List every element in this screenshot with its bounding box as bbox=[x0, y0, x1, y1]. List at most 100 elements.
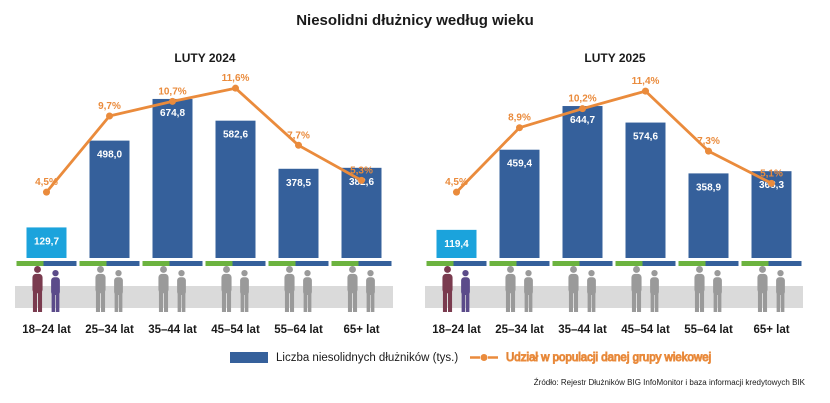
floor-2025-3 bbox=[551, 286, 614, 308]
line-label-2025-3: 10,2% bbox=[568, 94, 596, 105]
floor-2024-1 bbox=[15, 286, 78, 308]
person-b-2024-6 bbox=[366, 270, 375, 312]
person-a-2025-5-torso bbox=[694, 273, 705, 294]
person-a-2024-2-head bbox=[97, 266, 104, 273]
person-b-2025-6-head bbox=[777, 270, 784, 277]
person-a-2025-1 bbox=[442, 266, 453, 312]
person-a-2025-2-torso bbox=[505, 273, 516, 294]
panel-2024: LUTY 2024 129,7 18–24 lat 498,0 25–34 lat 67… bbox=[15, 51, 393, 336]
stripe-blue-2024-4 bbox=[232, 261, 266, 266]
person-b-2025-2-head bbox=[525, 270, 532, 277]
person-a-2025-3-torso bbox=[568, 273, 579, 294]
person-b-2025-1-head bbox=[462, 270, 469, 277]
stripe-blue-2025-3 bbox=[579, 261, 613, 266]
bar-label-2025-1: 119,4 bbox=[444, 239, 469, 250]
floor-2025-2 bbox=[488, 286, 551, 308]
person-b-2025-6-leg-left bbox=[776, 293, 781, 312]
person-b-2024-1-leg-left bbox=[51, 293, 56, 312]
person-a-2024-4-torso bbox=[221, 273, 232, 294]
person-b-2025-4-torso bbox=[650, 277, 659, 295]
person-b-2024-4-leg-left bbox=[240, 293, 245, 312]
line-label-2024-6: 5,3% bbox=[350, 165, 373, 176]
person-b-2024-4-leg-right bbox=[244, 293, 249, 312]
person-b-2025-4-head bbox=[651, 270, 658, 277]
person-b-2025-6-leg-right bbox=[780, 293, 785, 312]
legend: Liczba niesolidnych dłużników (tys.) Udz… bbox=[230, 352, 712, 365]
person-b-2025-4-leg-left bbox=[650, 293, 655, 312]
person-a-2024-3-leg-right bbox=[164, 291, 169, 312]
person-a-2024-1 bbox=[32, 266, 43, 312]
person-b-2025-5-torso bbox=[713, 277, 722, 295]
floor-2024-2 bbox=[78, 286, 141, 308]
bar-2025-2 bbox=[499, 149, 540, 258]
bar-label-2024-5: 378,5 bbox=[286, 178, 311, 189]
person-b-2025-6-torso bbox=[776, 277, 785, 295]
person-b-2024-3 bbox=[177, 270, 186, 312]
person-a-2025-1-head bbox=[444, 266, 451, 273]
source-note: Źródło: Rejestr Dłużników BIG InfoMonito… bbox=[534, 378, 806, 387]
bar-label-2024-4: 582,6 bbox=[223, 130, 248, 141]
person-b-2024-1-leg-right bbox=[55, 293, 60, 312]
person-a-2025-6-head bbox=[759, 266, 766, 273]
person-a-2025-6 bbox=[757, 266, 768, 312]
person-b-2025-4 bbox=[650, 270, 659, 312]
person-a-2025-6-torso bbox=[757, 273, 768, 294]
chart-title: Niesolidni dłużnicy według wieku bbox=[296, 12, 534, 29]
floor-2025-1 bbox=[425, 286, 488, 308]
person-a-2025-1-leg-left bbox=[442, 291, 447, 312]
bar-2025-4 bbox=[625, 122, 666, 259]
person-a-2025-5-leg-right bbox=[700, 291, 705, 312]
line-label-2025-1: 4,5% bbox=[445, 177, 468, 188]
category-label-2025-6: 65+ lat bbox=[753, 324, 789, 336]
person-a-2024-3 bbox=[158, 266, 169, 312]
line-point-2025-2 bbox=[516, 124, 523, 132]
bar-label-2024-3: 674,8 bbox=[160, 108, 185, 119]
line-point-2025-3 bbox=[579, 105, 586, 113]
person-b-2024-1-head bbox=[52, 270, 59, 277]
stripe-blue-2024-5 bbox=[295, 261, 329, 266]
person-b-2024-6-head bbox=[367, 270, 374, 277]
stripe-blue-2025-2 bbox=[516, 261, 550, 266]
person-b-2024-2-torso bbox=[114, 277, 123, 295]
bar-label-2024-2: 498,0 bbox=[97, 150, 122, 161]
legend-line-label: Udział w populacji danej grupy wiekowej bbox=[506, 352, 711, 364]
person-a-2025-3-leg-left bbox=[568, 291, 573, 312]
person-b-2024-1 bbox=[51, 270, 60, 312]
line-point-2025-5 bbox=[705, 147, 712, 155]
person-b-2025-1-leg-left bbox=[461, 293, 466, 312]
person-b-2024-6-torso bbox=[366, 277, 375, 295]
bar-2025-1 bbox=[436, 229, 477, 258]
line-point-2024-3 bbox=[169, 97, 176, 105]
stripe-blue-2025-4 bbox=[642, 261, 676, 266]
bar-label-2025-3: 644,7 bbox=[570, 115, 595, 126]
floor-2024-6 bbox=[330, 286, 393, 308]
stripe-blue-2024-6 bbox=[358, 261, 392, 266]
stripe-blue-2025-5 bbox=[705, 261, 739, 266]
category-label-2025-2: 25–34 lat bbox=[495, 324, 544, 336]
line-label-2024-1: 4,5% bbox=[35, 177, 58, 188]
floor-2024-4 bbox=[204, 286, 267, 308]
bar-label-2025-2: 459,4 bbox=[507, 159, 532, 170]
bar-2024-1 bbox=[26, 227, 67, 258]
line-label-2024-4: 11,6% bbox=[222, 73, 250, 84]
person-a-2025-2-leg-right bbox=[511, 291, 516, 312]
person-a-2024-1-leg-left bbox=[32, 291, 37, 312]
category-label-2024-3: 35–44 lat bbox=[148, 324, 197, 336]
bar-2024-4 bbox=[215, 120, 256, 259]
person-b-2024-2 bbox=[114, 270, 123, 312]
person-b-2025-3-leg-left bbox=[587, 293, 592, 312]
person-b-2024-5-torso bbox=[303, 277, 312, 295]
person-a-2024-5-torso bbox=[284, 273, 295, 294]
category-label-2024-4: 45–54 lat bbox=[211, 324, 260, 336]
person-b-2025-5-head bbox=[714, 270, 721, 277]
person-b-2024-4-head bbox=[241, 270, 248, 277]
person-a-2024-3-head bbox=[160, 266, 167, 273]
person-a-2025-2 bbox=[505, 266, 516, 312]
person-b-2025-1-leg-right bbox=[465, 293, 470, 312]
category-label-2025-3: 35–44 lat bbox=[558, 324, 607, 336]
person-b-2024-4 bbox=[240, 270, 249, 312]
person-b-2024-2-leg-right bbox=[118, 293, 123, 312]
person-b-2025-6 bbox=[776, 270, 785, 312]
line-point-2024-2 bbox=[106, 112, 113, 120]
person-b-2025-3-torso bbox=[587, 277, 596, 295]
